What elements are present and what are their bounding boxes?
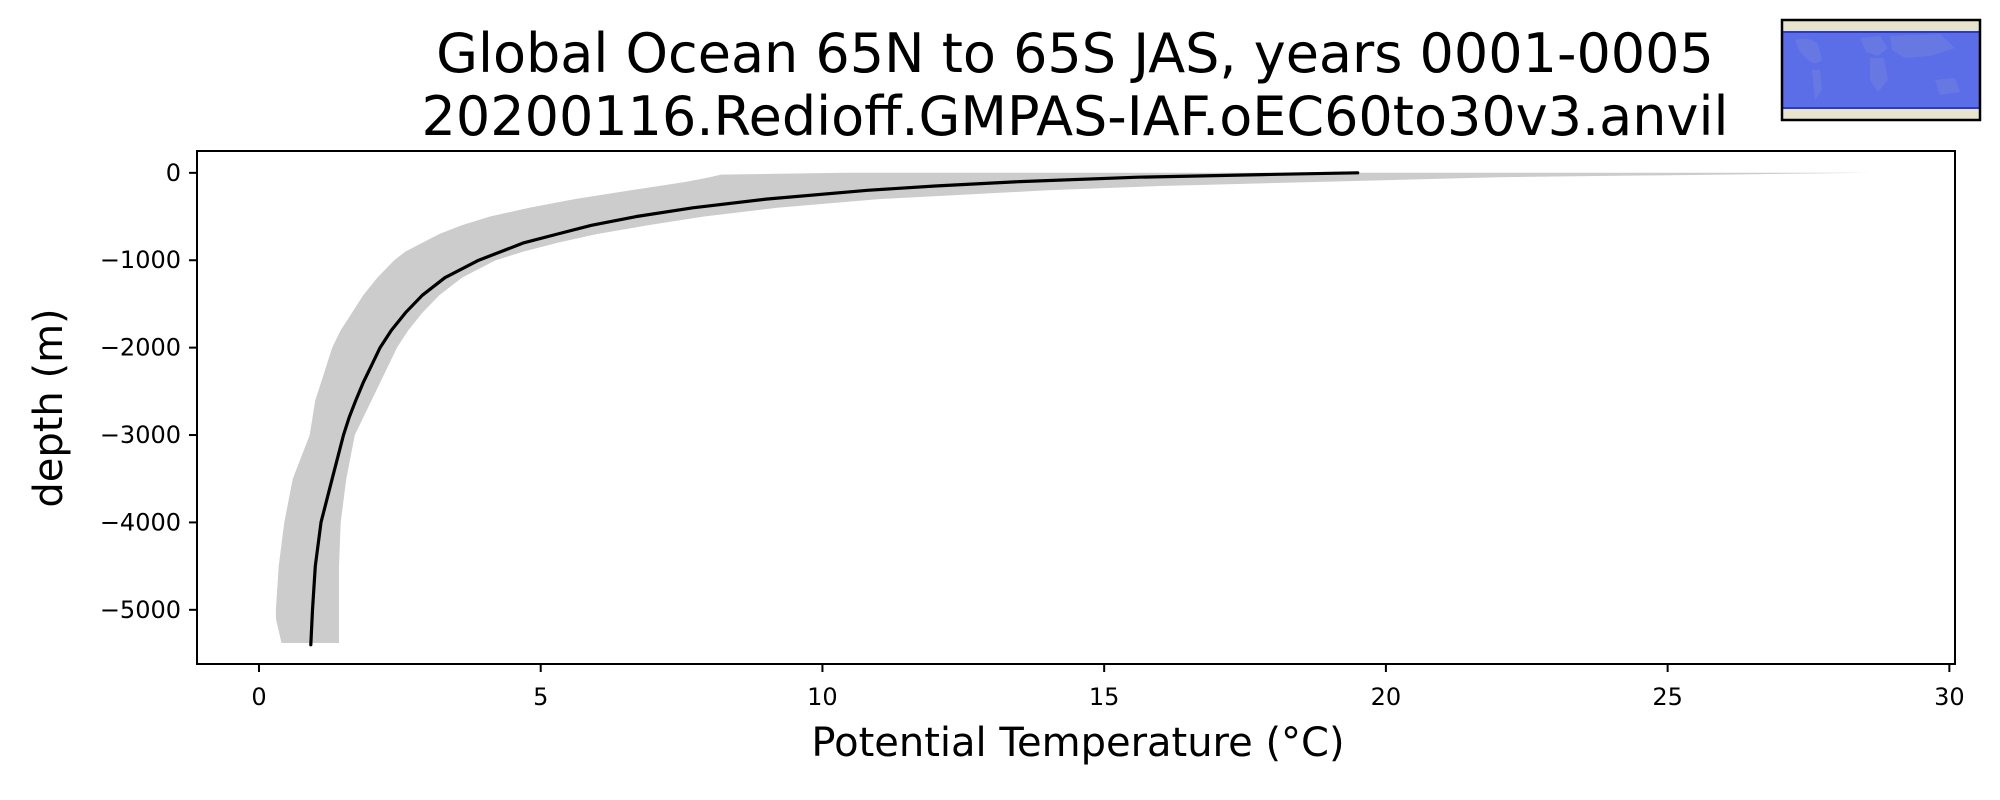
y-tick-label: −2000	[100, 334, 181, 362]
x-axis-ticks: 0 5 10 15 20 25 30	[251, 664, 1965, 711]
x-tick-label: 20	[1371, 683, 1402, 711]
y-tick-label: −1000	[100, 246, 181, 274]
y-tick-label: −3000	[100, 421, 181, 449]
chart-title-line-2: 20200116.Redioff.GMPAS-IAF.oEC60to30v3.a…	[422, 85, 1729, 148]
x-tick-label: 25	[1652, 683, 1683, 711]
y-axis-label: depth (m)	[26, 308, 72, 507]
y-tick-label: −4000	[100, 508, 181, 536]
chart-title-line-1: Global Ocean 65N to 65S JAS, years 0001-…	[436, 22, 1714, 85]
y-tick-label: 0	[166, 159, 181, 187]
inset-land-shapes	[1795, 34, 1960, 100]
plot-area-frame	[196, 150, 1956, 665]
world-map-inset	[1780, 18, 1982, 122]
x-axis-label: Potential Temperature (°C)	[811, 720, 1344, 766]
x-tick-label: 0	[251, 683, 266, 711]
inset-frame	[1780, 18, 1982, 122]
y-axis-ticks: 0 −1000 −2000 −3000 −4000 −5000	[100, 159, 197, 624]
min-max-range-band	[275, 172, 1871, 644]
x-tick-label: 15	[1089, 683, 1120, 711]
x-tick-label: 5	[533, 683, 548, 711]
y-tick-label: −5000	[100, 596, 181, 624]
mean-profile-line	[309, 171, 1360, 647]
x-tick-label: 10	[807, 683, 838, 711]
x-tick-label: 30	[1934, 683, 1965, 711]
